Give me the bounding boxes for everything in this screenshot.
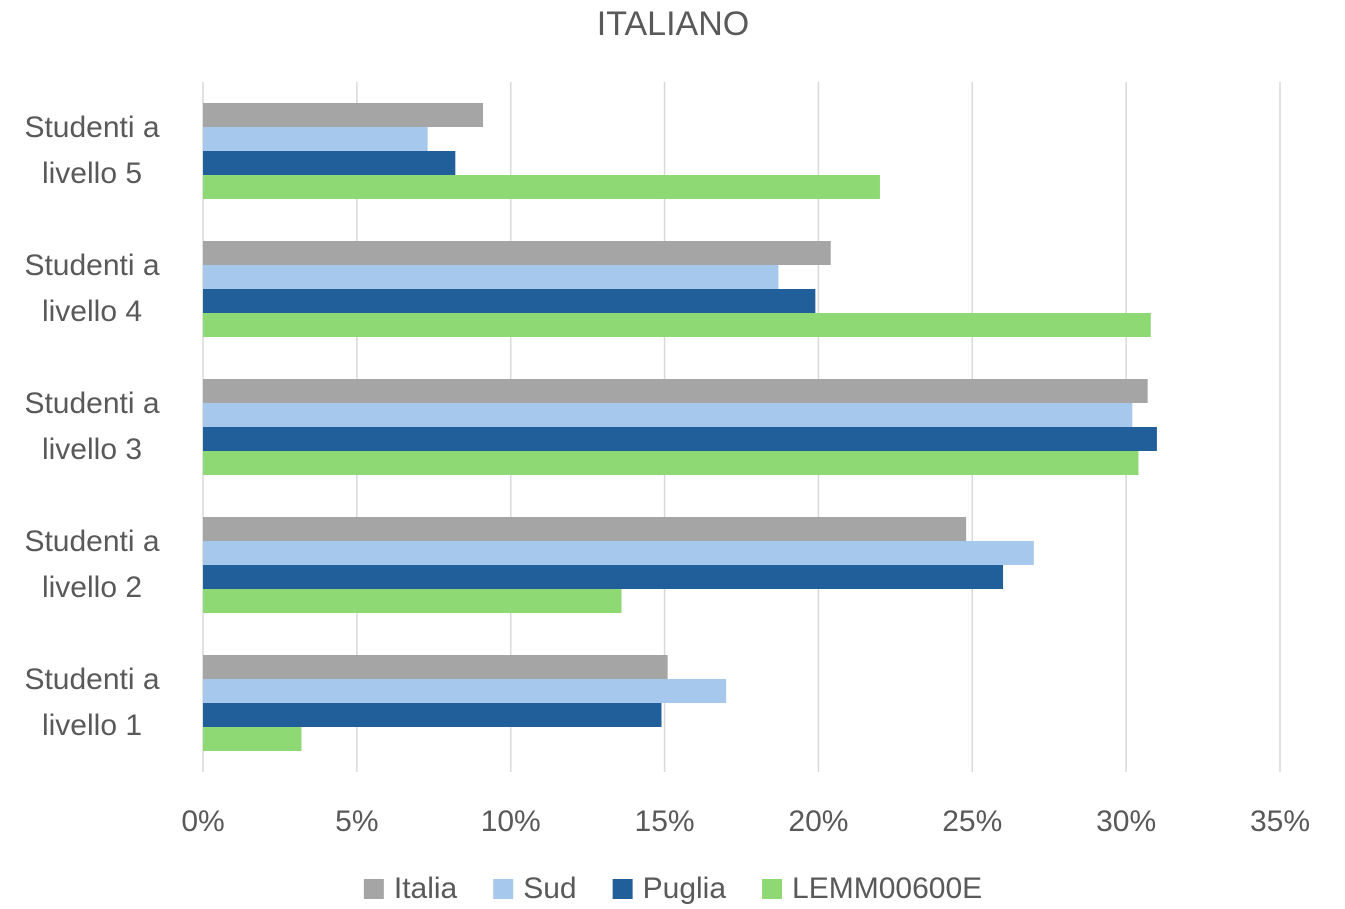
- chart-title: ITALIANO: [597, 5, 749, 43]
- legend-swatch: [612, 879, 633, 899]
- bar: [203, 403, 1133, 427]
- bar: [203, 265, 779, 289]
- y-tick-label: Studenti a livello 4: [24, 249, 160, 328]
- bar: [203, 103, 484, 127]
- x-tick-label: 5%: [335, 805, 378, 838]
- bar: [203, 565, 1004, 589]
- y-tick-label: Studenti a livello 1: [24, 663, 160, 742]
- y-tick-label: Studenti a livello 2: [24, 525, 160, 604]
- x-tick-label: 10%: [481, 805, 541, 838]
- bar: [203, 727, 302, 751]
- bar: [203, 541, 1034, 565]
- legend-label: LEMM00600E: [792, 872, 982, 905]
- bar: [203, 703, 662, 727]
- bar: [203, 679, 727, 703]
- legend-label: Italia: [394, 872, 458, 905]
- legend-label: Sud: [523, 872, 576, 905]
- y-tick-label: Studenti a livello 5: [24, 111, 160, 190]
- legend-swatch: [493, 879, 514, 899]
- bar: [203, 589, 622, 613]
- bar: [203, 175, 880, 199]
- bar: [203, 289, 816, 313]
- bar: [203, 313, 1151, 337]
- legend-label: Puglia: [643, 872, 727, 905]
- y-tick-label: Studenti a livello 3: [24, 387, 160, 466]
- bar: [203, 379, 1148, 403]
- bar: [203, 655, 668, 679]
- bar: [203, 517, 967, 541]
- x-tick-label: 15%: [635, 805, 695, 838]
- x-tick-label: 25%: [942, 805, 1002, 838]
- legend-swatch: [762, 879, 783, 899]
- x-tick-label: 20%: [788, 805, 848, 838]
- bar: [203, 151, 456, 175]
- x-tick-label: 30%: [1096, 805, 1156, 838]
- legend-swatch: [363, 879, 384, 899]
- bar: [203, 241, 831, 265]
- bar: [203, 127, 428, 151]
- x-tick-label: 35%: [1250, 805, 1310, 838]
- x-tick-label: 0%: [181, 805, 224, 838]
- bar: [203, 427, 1157, 451]
- bar: [203, 451, 1139, 475]
